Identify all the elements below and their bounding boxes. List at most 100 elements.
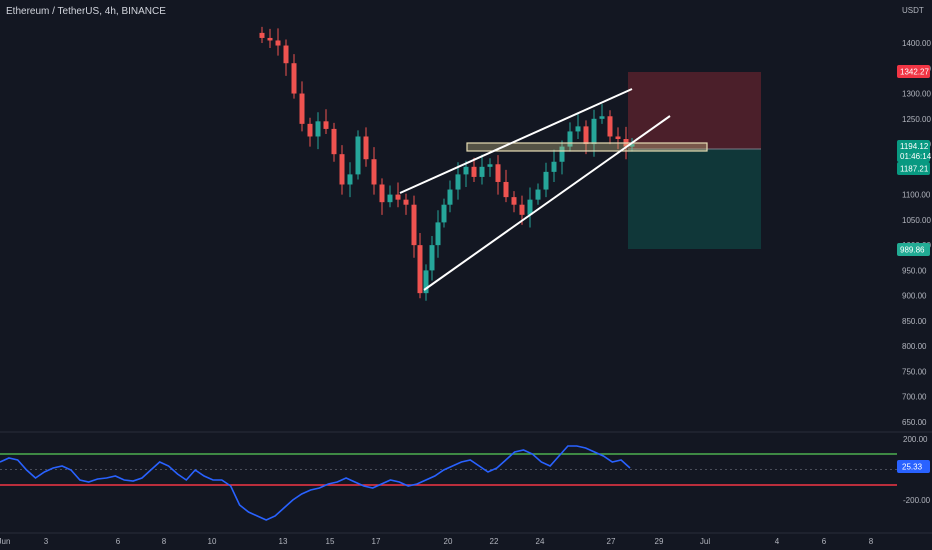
candle-body [575,126,581,132]
exchange-label: BINANCE [121,6,166,17]
svg-text:1194.12: 1194.12 [900,142,929,151]
time-tick-label: 20 [444,537,453,546]
price-axis[interactable]: 1400.001350.001300.001250.001200.001150.… [902,39,931,427]
candlestick-series [259,26,635,301]
candle-body [487,164,493,167]
candle-body [347,174,353,185]
candle-body [463,166,469,175]
candle-body [283,45,289,64]
candle-body [315,121,321,137]
price-tick-label: 1250.00 [902,115,931,124]
candle-body [495,164,501,182]
symbol-name: Ethereum / TetherUS [6,6,100,17]
price-tick-label: 1300.00 [902,90,931,99]
stop-price-tag: 1342.27 [897,65,930,78]
time-tick-label: 4 [775,537,780,546]
price-tick-label: 800.00 [902,342,927,351]
time-tick-label: 13 [279,537,288,546]
candle-body [629,144,635,147]
candle-body [519,204,525,215]
price-tick-label: 950.00 [902,266,927,275]
candle-body [387,194,393,203]
bar-countdown: 01:46:14 [900,152,932,161]
oscillator-pane[interactable]: 200.00 -200.00 25.33 [0,435,931,521]
price-tick-label: 1400.00 [902,39,931,48]
last-price-tag: 1194.12 01:46:14 [897,140,932,162]
candle-body [591,118,597,145]
candle-body [527,199,533,215]
candle-body [447,189,453,205]
candle-body [331,128,337,155]
candle-body [259,32,265,38]
horizontal-zone[interactable] [466,142,708,152]
candle-body [551,161,557,172]
candle-body [323,121,329,129]
candle-body [559,146,565,162]
candle-body [471,166,477,177]
currency-label: USDT [902,6,924,15]
candle-body [479,166,485,177]
candle-body [339,154,345,185]
price-tick-label: 900.00 [902,292,927,301]
candle-body [423,270,429,294]
time-tick-label: 6 [116,537,121,546]
candle-body [379,184,385,203]
wedge-lower-trendline[interactable] [423,115,671,291]
candle-body [455,174,461,190]
entry-price-tag: 1187.21 [897,162,930,175]
candle-body [267,37,273,41]
chart-title: Ethereum / TetherUS, 4h, BINANCE [6,6,166,17]
time-tick-label: 8 [869,537,874,546]
candle-body [403,199,409,205]
candle-body [607,116,613,137]
candle-body [371,159,377,185]
candle-body [535,189,541,200]
candle-body [429,245,435,271]
price-tick-label: 850.00 [902,317,927,326]
candle-body [411,204,417,246]
candle-body [599,116,605,119]
time-tick-label: Jul [700,537,710,546]
svg-text:989.86: 989.86 [900,246,925,255]
time-tick-label: 29 [655,537,664,546]
time-tick-label: 24 [536,537,545,546]
svg-text:1187.21: 1187.21 [900,165,929,174]
price-tick-label: 700.00 [902,393,927,402]
wedge-upper-trendline[interactable] [399,88,633,194]
candle-body [291,63,297,94]
time-tick-label: 3 [44,537,49,546]
stop-loss-zone[interactable] [628,72,761,149]
candle-body [417,245,423,294]
candle-body [355,136,361,175]
target-price-tag: 989.86 [897,243,930,256]
candle-body [543,171,549,190]
price-tick-label: 1050.00 [902,216,931,225]
time-axis[interactable]: Jun 3 6 8 10 13 15 17 20 22 24 27 29 Jul 4 6 8 [0,537,874,546]
svg-text:200.00: 200.00 [903,435,928,444]
candle-body [503,181,509,198]
price-tick-label: 1100.00 [902,191,931,200]
candle-body [275,40,281,46]
price-tick-label: 750.00 [902,367,927,376]
time-tick-label: 27 [607,537,616,546]
candle-body [615,136,621,140]
price-tick-label: 650.00 [902,418,927,427]
time-tick-label: Jun [0,537,10,546]
candle-body [299,93,305,124]
svg-text:1342.27: 1342.27 [900,68,929,77]
time-tick-label: 6 [822,537,827,546]
candle-body [441,204,447,223]
interval-label: 4h [104,6,116,17]
candle-body [363,136,369,160]
time-tick-label: 8 [162,537,167,546]
oscillator-line [0,445,631,521]
candle-body [511,197,517,205]
time-tick-label: 17 [372,537,381,546]
candle-body [435,222,441,246]
take-profit-zone[interactable] [628,149,761,249]
time-tick-label: 15 [326,537,335,546]
time-tick-label: 10 [208,537,217,546]
time-tick-label: 22 [490,537,499,546]
svg-text:25.33: 25.33 [902,463,923,472]
